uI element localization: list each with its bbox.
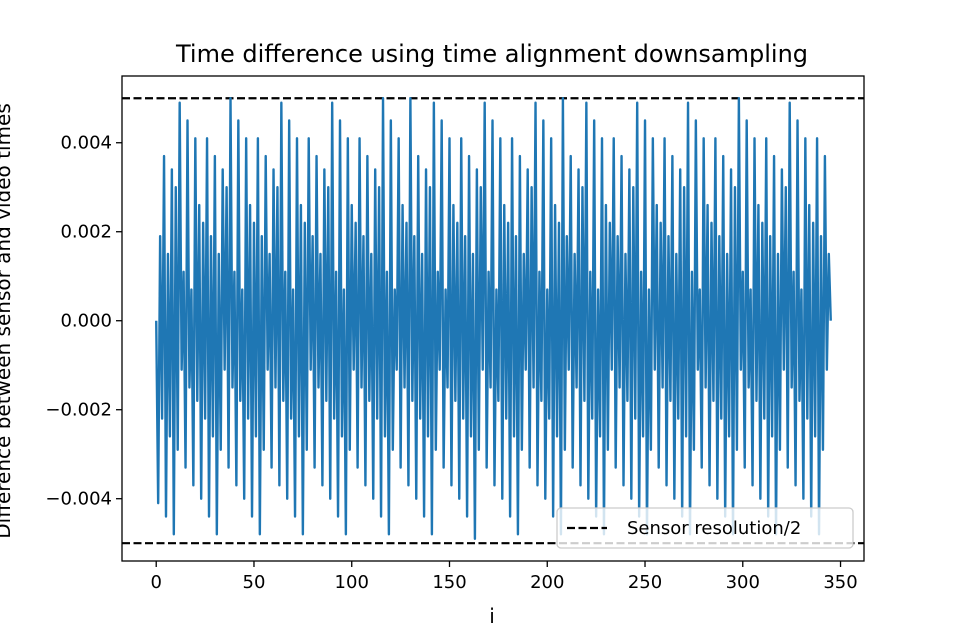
x-tick-label: 350 <box>823 572 857 593</box>
legend-box <box>556 507 854 549</box>
y-tick-label: 0.004 <box>60 133 112 154</box>
legend: Sensor resolution/2 <box>556 507 854 549</box>
x-tick-label: 300 <box>726 572 760 593</box>
x-tick-label: 0 <box>150 572 161 593</box>
series-line-1 <box>155 97 832 540</box>
y-tick-label: −0.004 <box>45 489 112 510</box>
y-tick-label: 0.000 <box>60 311 112 332</box>
y-axis-label: Difference between sensor and video time… <box>0 103 15 539</box>
x-axis-label: i <box>489 604 495 628</box>
x-tick-label: 250 <box>628 572 662 593</box>
axes-frame <box>121 75 865 562</box>
x-tick-label: 50 <box>243 572 266 593</box>
x-tick-label: 200 <box>530 572 564 593</box>
plot-area <box>122 97 864 545</box>
chart-title: Time difference using time alignment dow… <box>175 40 808 68</box>
y-tick-label: −0.002 <box>45 400 112 421</box>
y-tick-label: 0.002 <box>60 222 112 243</box>
x-tick-label: 150 <box>432 572 466 593</box>
x-tick-label: 100 <box>335 572 369 593</box>
axes: 0 50 100 150 200 250 300 350 −0.004 −0.002 0.000 0.… <box>45 75 865 593</box>
legend-label: Sensor resolution/2 <box>627 518 801 539</box>
